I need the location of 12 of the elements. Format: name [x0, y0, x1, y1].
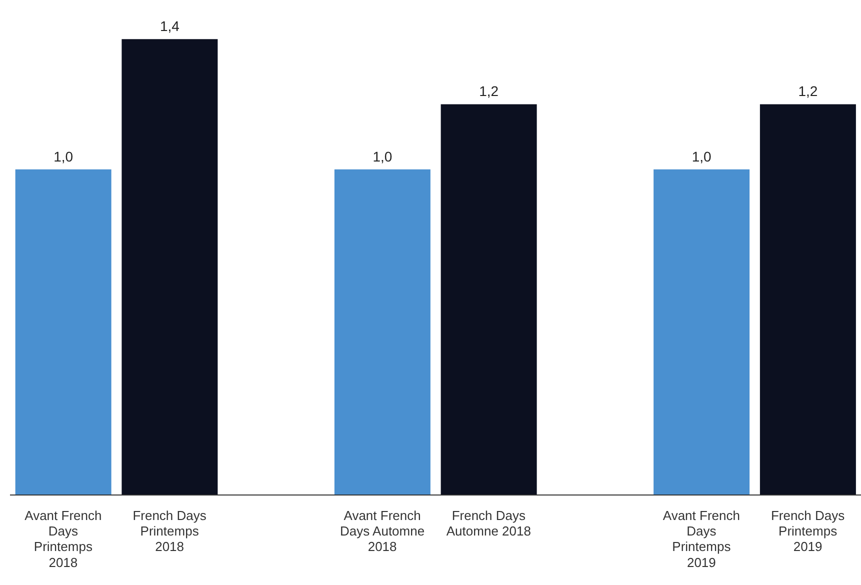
- data-label: 1,0: [54, 148, 74, 164]
- x-tick-label: Avant French Days Printemps 2019: [662, 508, 740, 570]
- data-label: 1,0: [692, 148, 712, 164]
- data-label: 1,4: [160, 18, 180, 34]
- data-label: 1,2: [479, 83, 499, 100]
- data-label: 1,2: [798, 83, 818, 100]
- x-tick-label: French Days Printemps 2019: [770, 508, 846, 554]
- x-tick-label: Avant French Days Automne 2018: [340, 508, 425, 554]
- x-tick-label: French Days Printemps 2018: [132, 508, 207, 554]
- x-tick-label: Avant French Days Printemps 2018: [24, 508, 102, 570]
- x-tick-label: French Days Automne 2018: [446, 508, 531, 539]
- data-label: 1,0: [372, 148, 392, 164]
